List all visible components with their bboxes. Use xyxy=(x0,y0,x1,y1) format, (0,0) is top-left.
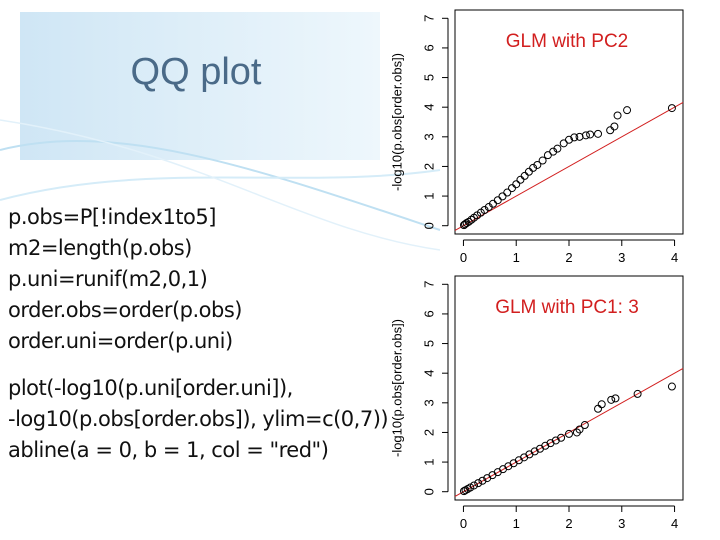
x-tick-label: 1 xyxy=(513,250,520,265)
y-tick-label: 4 xyxy=(421,370,436,377)
x-tick-label: 1 xyxy=(513,516,520,531)
code-line: m2=length(p.obs) xyxy=(8,236,192,260)
x-tick-label: 4 xyxy=(671,516,678,531)
code-line: abline(a = 0, b = 1, col = "red") xyxy=(8,438,329,462)
y-tick-label: 6 xyxy=(421,310,436,317)
point xyxy=(461,486,470,495)
point xyxy=(575,425,584,434)
y-tick-label: 3 xyxy=(421,399,436,406)
x-tick-label: 2 xyxy=(565,250,572,265)
point xyxy=(557,433,566,442)
point xyxy=(470,481,478,490)
point xyxy=(597,400,606,409)
point xyxy=(575,132,584,141)
point xyxy=(667,104,676,113)
x-tick-label: 3 xyxy=(618,516,625,531)
point xyxy=(464,217,473,226)
code-line: -log10(p.obs[order.obs]), ylim=c(0,7)) xyxy=(8,407,389,431)
point xyxy=(580,421,589,430)
y-tick-label: 0 xyxy=(421,488,436,495)
code-line: order.obs=order(p.obs) xyxy=(8,298,242,322)
y-tick-label: 2 xyxy=(421,429,436,436)
point xyxy=(565,135,573,144)
point xyxy=(570,133,579,142)
point xyxy=(581,131,590,140)
x-tick-label: 3 xyxy=(618,250,625,265)
point xyxy=(606,126,615,135)
point xyxy=(623,106,632,115)
code-line: p.obs=P[!index1to5] xyxy=(8,205,216,229)
x-tick-label: 0 xyxy=(460,516,467,531)
y-tick-label: 3 xyxy=(421,133,436,140)
y-tick-label: 2 xyxy=(421,163,436,170)
y-tick-label: 5 xyxy=(421,340,436,347)
y-tick-label: 0 xyxy=(421,222,436,229)
y-axis-label: -log10(p.obs[order.obs]) xyxy=(389,319,404,457)
point xyxy=(520,171,529,180)
point xyxy=(508,184,516,193)
point xyxy=(516,175,525,184)
chart-title: GLM with PC2 xyxy=(506,31,628,52)
deco-curve xyxy=(0,169,441,201)
y-tick-label: 6 xyxy=(421,44,436,51)
chart-title: GLM with PC1: 3 xyxy=(495,297,639,318)
point xyxy=(594,404,603,413)
y-tick-label: 4 xyxy=(421,104,436,111)
point xyxy=(611,394,620,403)
point xyxy=(607,395,616,404)
point xyxy=(512,180,521,189)
point xyxy=(467,215,476,224)
point xyxy=(586,130,595,139)
x-tick-label: 0 xyxy=(460,250,467,265)
point xyxy=(610,122,619,131)
x-tick-label: 2 xyxy=(565,516,572,531)
y-tick-label: 1 xyxy=(421,458,436,465)
reference-line xyxy=(454,368,684,497)
deco-curve xyxy=(0,140,441,231)
point xyxy=(594,129,603,138)
slide-title: QQ plot xyxy=(131,51,262,93)
code-line: plot(-log10(p.uni[order.uni]), xyxy=(8,376,293,400)
y-tick-label: 7 xyxy=(421,15,436,22)
point xyxy=(565,429,573,438)
point xyxy=(613,111,622,120)
code-line: order.uni=order(p.uni) xyxy=(8,329,233,353)
point xyxy=(493,196,502,205)
deco-curve xyxy=(0,119,441,251)
point xyxy=(533,160,542,169)
point xyxy=(474,479,483,488)
point xyxy=(633,389,642,398)
y-tick-label: 7 xyxy=(421,281,436,288)
point xyxy=(524,167,533,176)
plot-frame xyxy=(454,9,684,235)
y-tick-label: 1 xyxy=(421,192,436,199)
point xyxy=(503,188,512,197)
x-tick-label: 4 xyxy=(671,250,678,265)
code-line: p.uni=runif(m2,0,1) xyxy=(8,267,208,291)
reference-line xyxy=(454,102,684,231)
point xyxy=(498,192,507,201)
point xyxy=(538,156,547,165)
y-tick-label: 5 xyxy=(421,74,436,81)
point xyxy=(553,144,562,153)
point xyxy=(667,382,676,391)
y-axis-label: -log10(p.obs[order.obs]) xyxy=(389,53,404,191)
plot-frame xyxy=(454,275,684,501)
point xyxy=(478,476,487,485)
